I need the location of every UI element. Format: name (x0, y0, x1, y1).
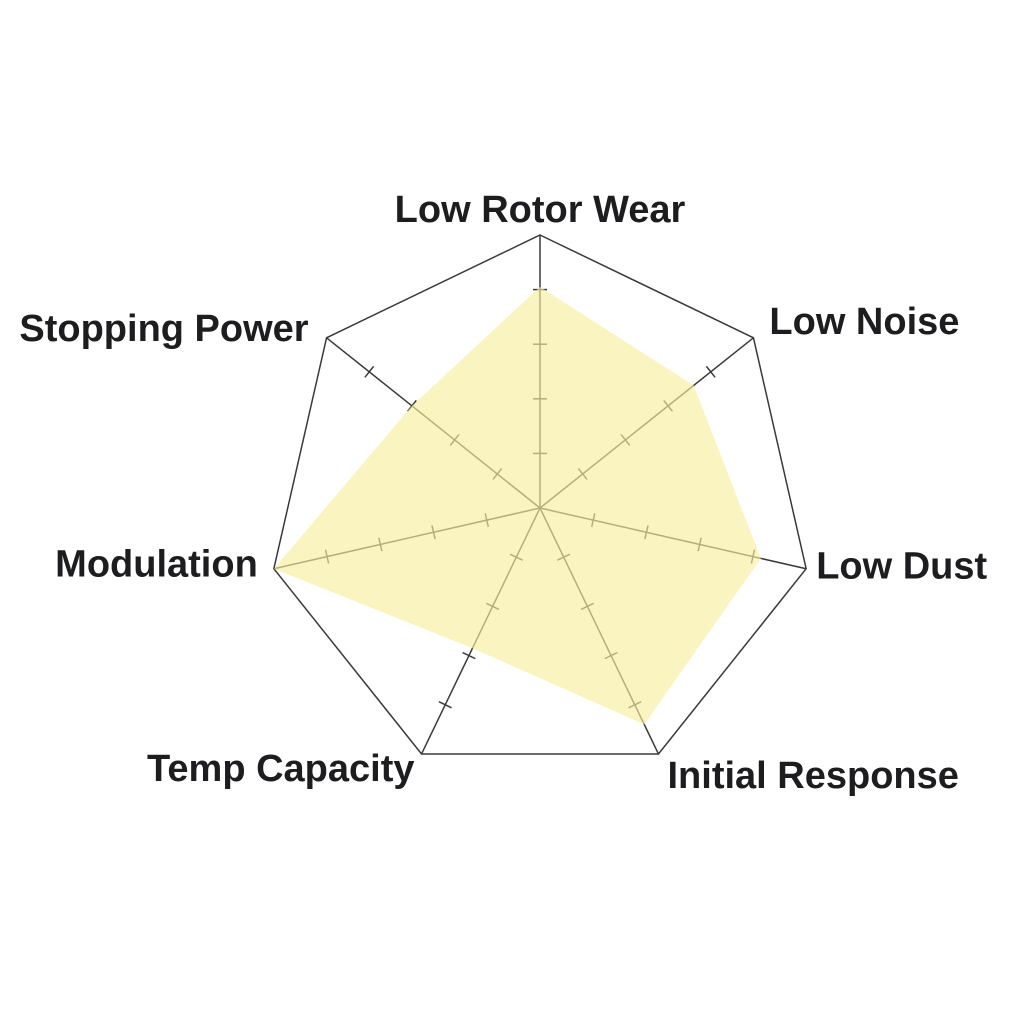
svg-text:Low Rotor Wear: Low Rotor Wear (395, 189, 686, 231)
svg-text:Modulation: Modulation (55, 544, 258, 586)
svg-text:Low Noise: Low Noise (769, 301, 959, 343)
svg-text:Initial Response: Initial Response (668, 755, 959, 797)
svg-text:Stopping Power: Stopping Power (19, 308, 308, 350)
svg-text:Temp Capacity: Temp Capacity (147, 748, 414, 790)
svg-text:Low Dust: Low Dust (816, 546, 987, 588)
